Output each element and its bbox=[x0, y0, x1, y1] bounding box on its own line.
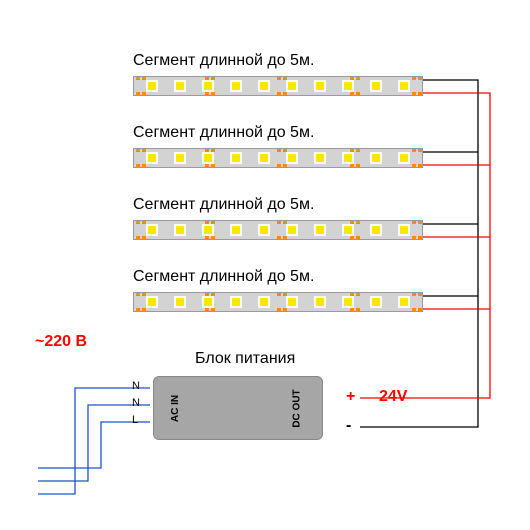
wiring-diagram: Сегмент длинной до 5м. Сегмент длинной до… bbox=[0, 0, 530, 530]
minus-label: - bbox=[346, 417, 351, 435]
psu-ac-in: AC IN bbox=[170, 395, 181, 422]
segment-label-2: Сегмент длинной до 5м. bbox=[133, 196, 314, 214]
led-strip-1 bbox=[133, 148, 423, 168]
segment-label-3: Сегмент длинной до 5м. bbox=[133, 268, 314, 286]
terminal-l-2: L bbox=[132, 414, 138, 426]
voltage-in-label: ~220 В bbox=[35, 333, 87, 351]
led-strip-3 bbox=[133, 292, 423, 312]
led-strip-0 bbox=[133, 76, 423, 96]
psu-dc-out: DC OUT bbox=[291, 389, 302, 427]
voltage-out-label: 24V bbox=[379, 388, 407, 406]
terminal-n-1: N bbox=[132, 397, 140, 409]
plus-label: + bbox=[346, 388, 355, 406]
terminal-n-0: N bbox=[132, 380, 140, 392]
segment-label-0: Сегмент длинной до 5м. bbox=[133, 52, 314, 70]
psu-label: Блок питания bbox=[195, 350, 295, 368]
psu-box: AC IN DC OUT bbox=[153, 376, 323, 440]
segment-label-1: Сегмент длинной до 5м. bbox=[133, 124, 314, 142]
led-strip-2 bbox=[133, 220, 423, 240]
